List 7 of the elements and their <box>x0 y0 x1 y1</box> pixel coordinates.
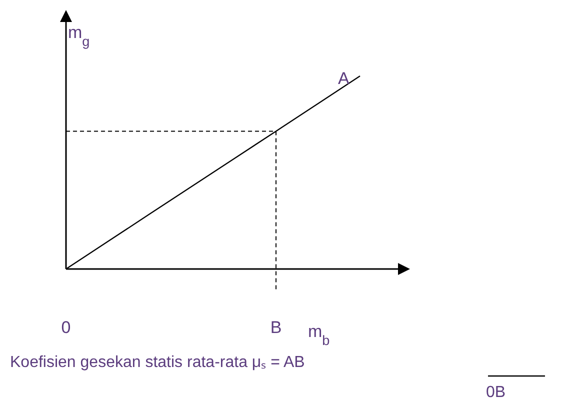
text: 0B <box>486 384 506 401</box>
x-tick-label: B <box>270 318 282 338</box>
x-tick-label: 0 <box>61 318 71 338</box>
x-axis-title: m$_{b}$ <box>308 322 330 348</box>
text: Koefisien gesekan statis rata-rata μₛ = AB <box>10 354 305 371</box>
y-axis-title: m$_{g}$ <box>68 23 90 48</box>
annotation: A <box>338 69 350 88</box>
